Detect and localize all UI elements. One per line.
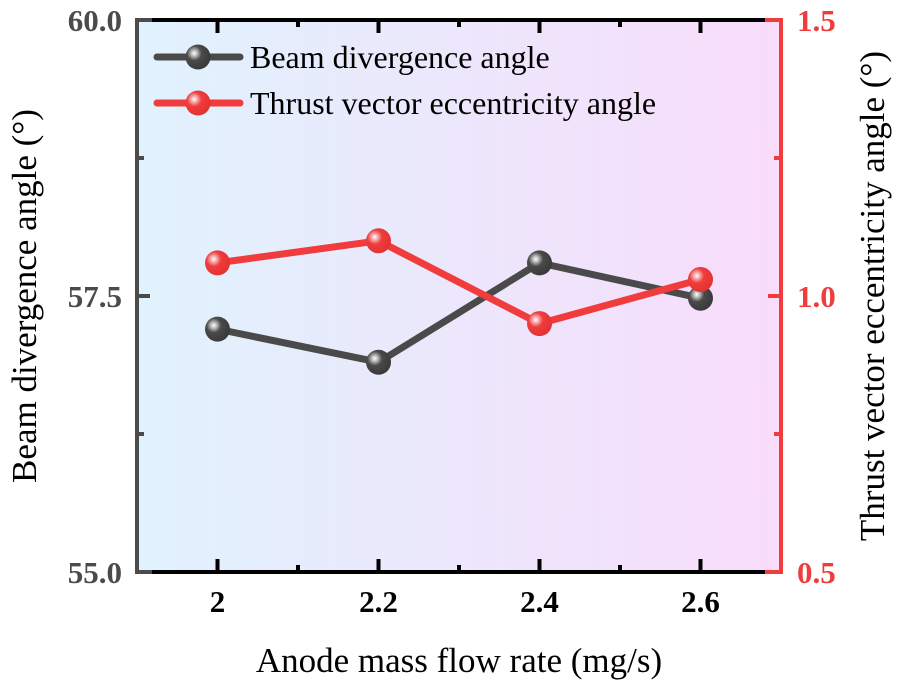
data-point <box>205 250 230 276</box>
data-point <box>688 266 713 292</box>
legend-marker <box>185 44 211 70</box>
legend-label: Beam divergence angle <box>250 39 550 75</box>
x-tick-label: 2.6 <box>681 584 720 619</box>
y2-axis-title: Thrust vector eccentricity angle (°) <box>853 51 892 541</box>
legend: Beam divergence angle Thrust vector eccen… <box>153 39 656 121</box>
series-layer <box>205 228 713 375</box>
data-point <box>527 311 552 337</box>
data-point <box>366 228 391 254</box>
y-tick-label: 55.0 <box>68 555 122 590</box>
x-tick-label: 2.2 <box>359 584 398 619</box>
y-axis-title: Beam divergence angle (°) <box>5 109 44 483</box>
series-line <box>216 259 702 366</box>
data-point <box>366 349 391 375</box>
y2-tick-label: 1.0 <box>797 279 836 314</box>
series-thrust-eccentricity <box>205 228 713 337</box>
legend-marker <box>185 90 211 116</box>
tick-marks <box>137 20 781 572</box>
legend-label: Thrust vector eccentricity angle <box>250 85 656 121</box>
series-beam-divergence <box>205 250 713 375</box>
y-tick-label: 60.0 <box>68 3 122 38</box>
tick-labels: 2 2.2 2.4 2.6 55.0 57.5 60.0 0.5 1.0 1.5 <box>68 3 836 619</box>
data-point <box>527 250 552 276</box>
x-tick-label: 2 <box>210 584 226 619</box>
series-line <box>217 237 702 328</box>
plot-background <box>137 20 781 572</box>
y2-tick-label: 0.5 <box>797 555 836 590</box>
y2-tick-label: 1.5 <box>797 3 836 38</box>
x-tick-label: 2.4 <box>520 584 559 619</box>
data-point <box>205 316 230 342</box>
x-axis-title: Anode mass flow rate (mg/s) <box>256 641 662 680</box>
y-tick-label: 57.5 <box>68 279 122 314</box>
data-point <box>688 285 713 311</box>
